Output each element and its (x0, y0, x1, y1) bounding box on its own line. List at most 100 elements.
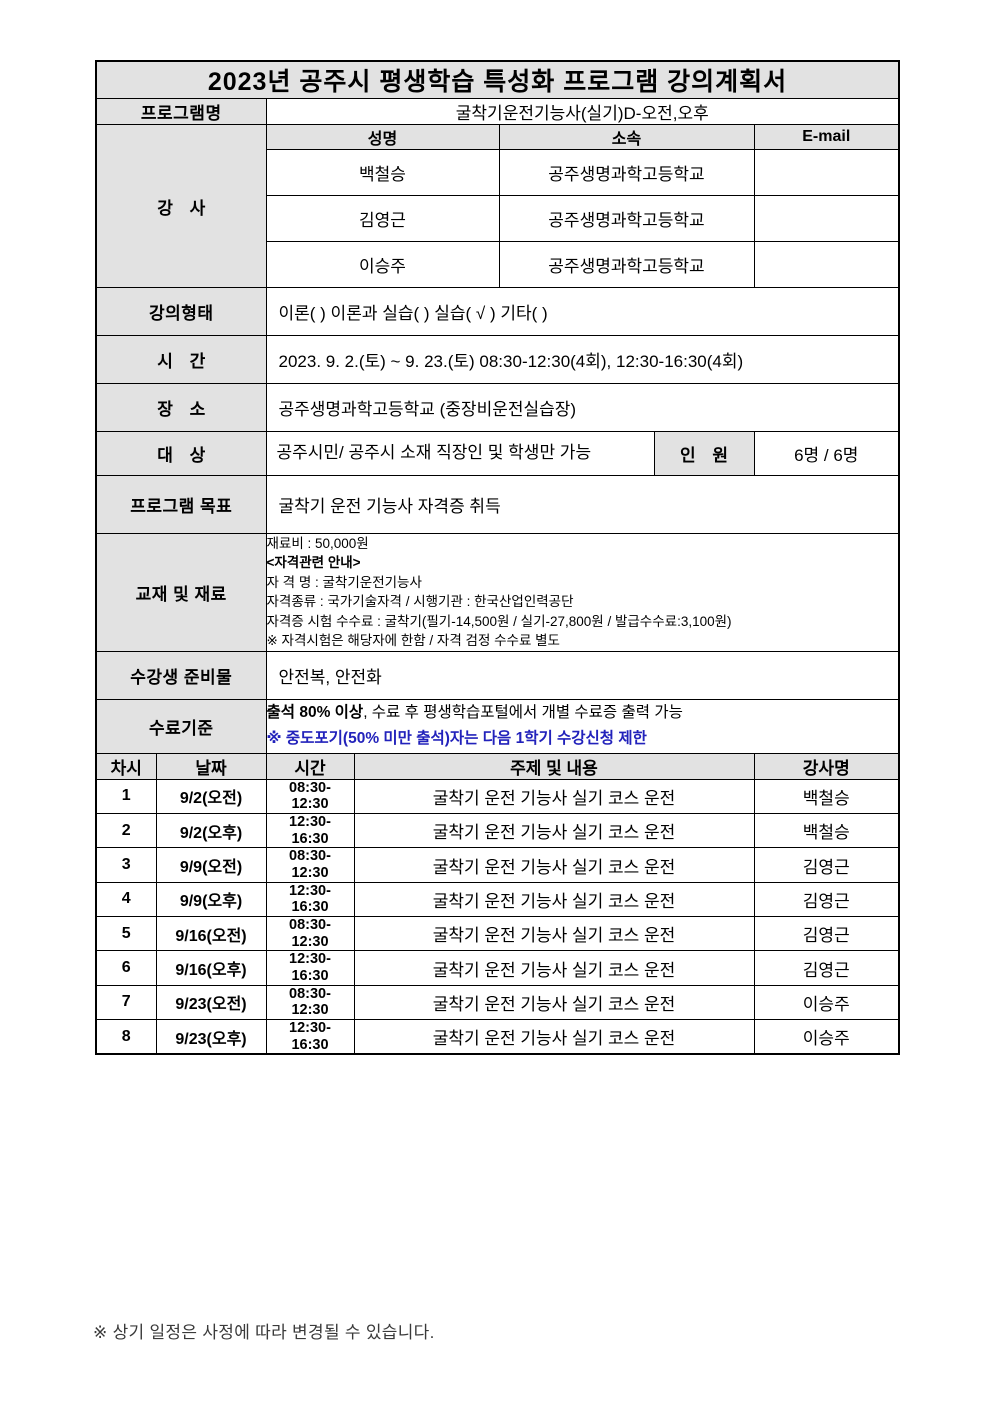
target-row: 대 상 공주시민/ 공주시 소재 직장인 및 학생만 가능 인 원 6명 / 6… (95, 431, 900, 476)
session-topic: 굴착기 운전 기능사 실기 코스 운전 (353, 813, 755, 849)
session-no: 1 (95, 778, 157, 815)
materials-value: 재료비 : 50,000원 <자격관련 안내> 자 격 명 : 굴착기운전기능사… (265, 532, 900, 653)
session-time-start: 08:30- (289, 917, 331, 934)
place-value: 공주생명과학고등학교 (중장비운전실습장) (265, 383, 900, 432)
session-time: 08:30- 12:30 (265, 984, 355, 1021)
prep-value: 안전복, 안전화 (265, 651, 900, 701)
session-date: 9/9(오후) (155, 881, 267, 918)
materials-line: 자 격 명 : 굴착기운전기능사 (266, 574, 422, 590)
session-time: 08:30- 12:30 (265, 916, 355, 952)
session-no: 8 (95, 1019, 157, 1055)
session-time: 08:30- 12:30 (265, 847, 355, 883)
session-instructor: 김영근 (753, 847, 900, 883)
session-instructor: 김영근 (753, 950, 900, 986)
instructor-name: 김영근 (265, 195, 500, 242)
goal-value: 굴착기 운전 기능사 자격증 취득 (265, 474, 900, 534)
capacity-value: 6명 / 6명 (753, 431, 900, 476)
prep-label: 수강생 준비물 (95, 651, 267, 701)
session-topic: 굴착기 운전 기능사 실기 코스 운전 (353, 778, 755, 815)
syllabus-document: 2023년 공주시 평생학습 특성화 프로그램 강의계획서 프로그램명 굴착기운… (95, 60, 901, 1056)
time-label: 시 간 (95, 335, 267, 384)
table-row: 4 9/9(오후) 12:30- 16:30 굴착기 운전 기능사 실기 코스 운… (95, 881, 900, 918)
session-time-end: 12:30 (291, 1002, 329, 1019)
criteria-row: 수료기준 출석 80% 이상, 수료 후 평생학습포털에서 개별 수료증 출력 … (95, 699, 900, 754)
session-time-start: 08:30- (289, 985, 331, 1002)
session-time-end: 16:30 (291, 899, 329, 916)
instructor-col-affiliation: 소속 (498, 124, 755, 150)
session-topic: 굴착기 운전 기능사 실기 코스 운전 (353, 1019, 755, 1055)
criteria-line-1: 출석 80% 이상, 수료 후 평생학습포털에서 개별 수료증 출력 가능 (267, 700, 899, 726)
lecture-type-value: 이론( ) 이론과 실습( ) 실습( √ ) 기타( ) (265, 287, 900, 336)
session-instructor: 김영근 (753, 916, 900, 952)
instructor-affiliation: 공주생명과학고등학교 (498, 241, 755, 288)
capacity-label: 인 원 (653, 431, 755, 476)
session-date: 9/16(오후) (155, 950, 267, 986)
session-time-start: 08:30- (289, 848, 331, 865)
session-no: 7 (95, 984, 157, 1021)
session-time: 12:30- 16:30 (265, 813, 355, 849)
session-date: 9/16(오전) (155, 916, 267, 952)
target-value: 공주시민/ 공주시 소재 직장인 및 학생만 가능 (265, 431, 655, 476)
instructor-label: 강 사 (95, 124, 267, 288)
schedule-col-no: 차시 (95, 752, 157, 780)
session-time: 08:30- 12:30 (265, 778, 355, 815)
title-row: 2023년 공주시 평생학습 특성화 프로그램 강의계획서 (95, 60, 900, 99)
materials-line: 재료비 : 50,000원 (266, 535, 369, 551)
session-date: 9/23(오후) (155, 1019, 267, 1055)
session-topic: 굴착기 운전 기능사 실기 코스 운전 (353, 916, 755, 952)
instructor-email (753, 195, 900, 242)
session-instructor: 김영근 (753, 881, 900, 918)
instructor-col-email: E-mail (753, 124, 900, 150)
instructor-affiliation: 공주생명과학고등학교 (498, 195, 755, 242)
criteria-value: 출석 80% 이상, 수료 후 평생학습포털에서 개별 수료증 출력 가능 ※ … (265, 699, 900, 754)
criteria-line-1-rest: , 수료 후 평생학습포털에서 개별 수료증 출력 가능 (363, 704, 683, 722)
program-name-label: 프로그램명 (95, 98, 267, 125)
session-time-start: 12:30- (289, 951, 331, 968)
table-row: 7 9/23(오전) 08:30- 12:30 굴착기 운전 기능사 실기 코스 … (95, 984, 900, 1021)
session-no: 5 (95, 916, 157, 952)
table-row: 6 9/16(오후) 12:30- 16:30 굴착기 운전 기능사 실기 코스 … (95, 950, 900, 986)
session-no: 6 (95, 950, 157, 986)
criteria-label: 수료기준 (95, 699, 267, 754)
session-time-end: 12:30 (291, 933, 329, 950)
materials-line: 자격종류 : 국가기술자격 / 시행기관 : 한국산업인력공단 (266, 594, 574, 610)
session-time-end: 12:30 (291, 865, 329, 882)
materials-label: 교재 및 재료 (95, 532, 267, 653)
schedule-col-date: 날짜 (155, 752, 267, 780)
session-no: 3 (95, 847, 157, 883)
prep-row: 수강생 준비물 안전복, 안전화 (95, 651, 900, 701)
instructor-email (753, 149, 900, 196)
session-instructor: 백철승 (753, 778, 900, 815)
session-time-start: 12:30- (289, 814, 331, 831)
table-row: 3 9/9(오전) 08:30- 12:30 굴착기 운전 기능사 실기 코스 운… (95, 847, 900, 883)
instructor-name: 이승주 (265, 241, 500, 288)
materials-line: ※ 자격시험은 해당자에 한함 / 자격 검정 수수료 별도 (266, 633, 560, 649)
table-row: 1 9/2(오전) 08:30- 12:30 굴착기 운전 기능사 실기 코스 운… (95, 778, 900, 815)
instructor-row: 백철승 공주생명과학고등학교 (96, 149, 900, 196)
time-value: 2023. 9. 2.(토) ~ 9. 23.(토) 08:30-12:30(4… (265, 335, 900, 384)
schedule-col-instructor: 강사명 (753, 752, 900, 780)
table-row: 2 9/2(오후) 12:30- 16:30 굴착기 운전 기능사 실기 코스 운… (95, 813, 900, 849)
schedule-col-topic: 주제 및 내용 (353, 752, 755, 780)
program-name-row: 프로그램명 굴착기운전기능사(실기)D-오전,오후 (95, 98, 900, 125)
session-time: 12:30- 16:30 (265, 950, 355, 986)
instructor-header-row: 강 사 성명 소속 E-mail (95, 124, 900, 288)
session-time-end: 16:30 (291, 830, 329, 847)
instructor-email (753, 241, 900, 288)
page-title: 2023년 공주시 평생학습 특성화 프로그램 강의계획서 (95, 60, 900, 99)
table-row: 5 9/16(오전) 08:30- 12:30 굴착기 운전 기능사 실기 코스 … (95, 916, 900, 952)
place-row: 장 소 공주생명과학고등학교 (중장비운전실습장) (95, 383, 900, 432)
session-time-end: 16:30 (291, 968, 329, 985)
session-time-start: 12:30- (289, 1020, 331, 1037)
session-no: 2 (95, 813, 157, 849)
schedule-col-time: 시간 (265, 752, 355, 780)
instructor-row: 이승주 공주생명과학고등학교 (96, 241, 900, 288)
session-instructor: 백철승 (753, 813, 900, 849)
instructor-affiliation: 공주생명과학고등학교 (498, 149, 755, 196)
goal-label: 프로그램 목표 (95, 474, 267, 534)
session-topic: 굴착기 운전 기능사 실기 코스 운전 (353, 881, 755, 918)
session-topic: 굴착기 운전 기능사 실기 코스 운전 (353, 984, 755, 1021)
session-time-end: 16:30 (291, 1036, 329, 1053)
session-topic: 굴착기 운전 기능사 실기 코스 운전 (353, 950, 755, 986)
session-time-end: 12:30 (291, 796, 329, 813)
